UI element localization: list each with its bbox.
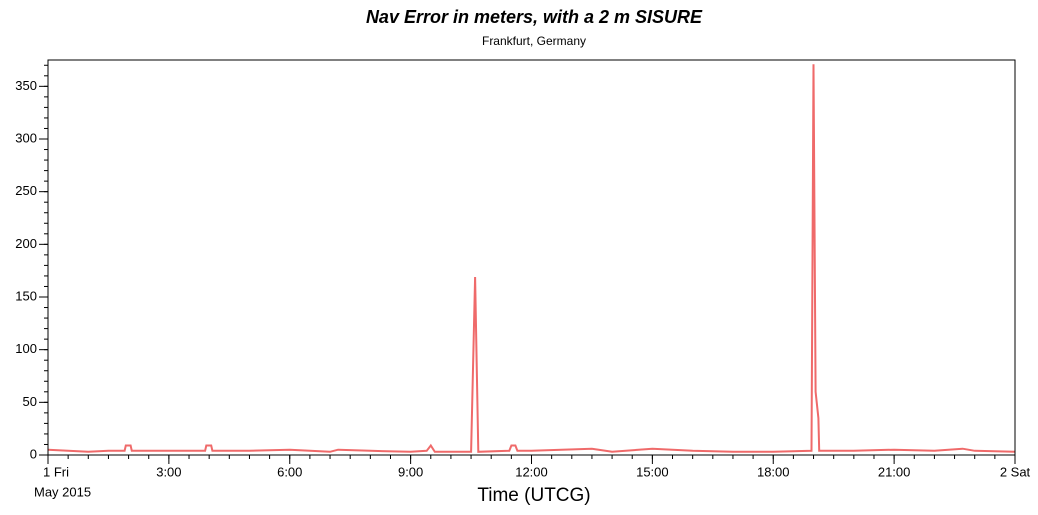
x-tick-label: 1 Fri (43, 464, 69, 479)
x-tick-label: 15:00 (636, 464, 669, 479)
y-tick-label: 350 (15, 78, 37, 93)
x-tick-label: 18:00 (757, 464, 790, 479)
chart-subtitle: Frankfurt, Germany (482, 34, 586, 48)
y-tick-label: 200 (15, 236, 37, 251)
y-tick-label: 150 (15, 288, 37, 303)
x-axis-label: Time (UTCG) (477, 485, 590, 506)
chart-title: Nav Error in meters, with a 2 m SISURE (366, 7, 703, 27)
y-tick-label: 50 (23, 394, 37, 409)
data-line (47, 64, 1016, 453)
x-tick-label: 12:00 (515, 464, 548, 479)
plot-frame (47, 59, 1016, 456)
date-label: May 2015 (34, 484, 91, 499)
x-tick-label: 21:00 (878, 464, 911, 479)
y-tick-label: 0 (30, 446, 37, 461)
x-tick-label: 9:00 (398, 464, 423, 479)
y-tick-label: 300 (15, 130, 37, 145)
y-tick-label: 250 (15, 183, 37, 198)
y-tick-label: 100 (15, 341, 37, 356)
x-tick-label: 6:00 (277, 464, 302, 479)
x-tick-label: 3:00 (156, 464, 181, 479)
x-tick-label: 2 Sat (1000, 464, 1031, 479)
